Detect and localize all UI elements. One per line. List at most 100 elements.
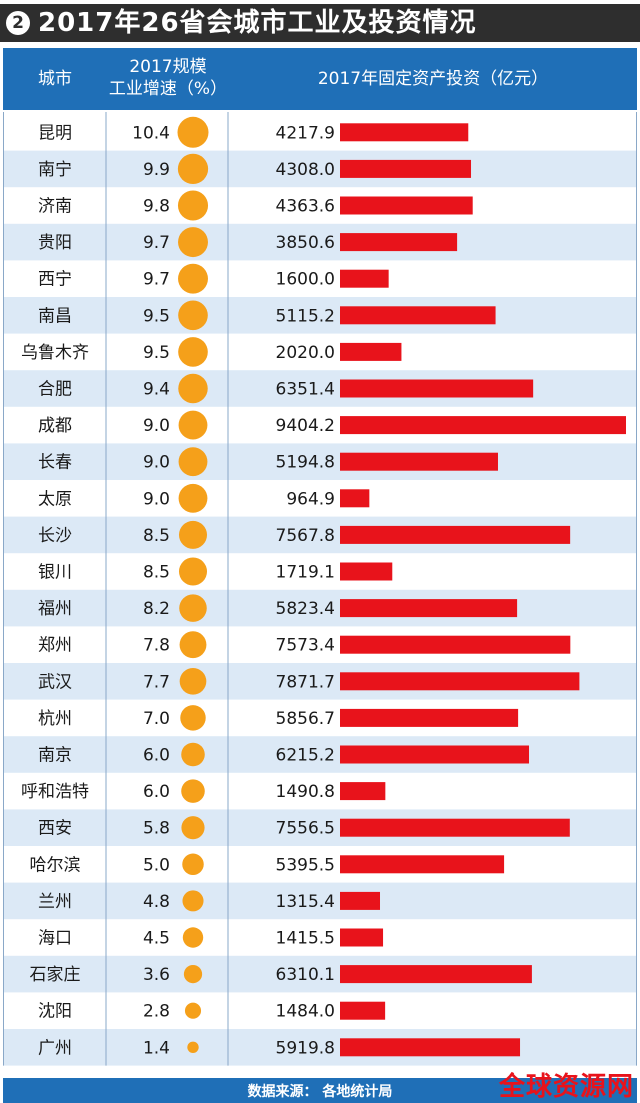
growth-dot	[178, 337, 208, 367]
table-row-stripe	[3, 297, 637, 334]
growth-value: 9.7	[143, 270, 170, 290]
city-label: 昆明	[38, 123, 72, 143]
investment-value: 1484.0	[276, 1002, 335, 1022]
city-label: 杭州	[38, 709, 72, 729]
growth-value: 7.8	[143, 636, 170, 656]
investment-bar	[340, 269, 389, 288]
growth-dot	[179, 667, 207, 695]
investment-value: 5194.8	[276, 453, 335, 473]
growth-dot	[187, 1041, 199, 1053]
growth-value: 4.8	[143, 892, 170, 912]
growth-value: 8.5	[143, 563, 170, 583]
growth-dot	[178, 483, 208, 513]
growth-value: 9.5	[143, 343, 170, 363]
city-label: 合肥	[38, 380, 72, 400]
investment-bar	[340, 782, 386, 801]
city-label: 乌鲁木齐	[21, 343, 89, 363]
footer-bar: 数据来源： 各地统计局	[3, 1078, 637, 1103]
growth-value: 5.0	[143, 855, 170, 875]
city-label: 长春	[38, 453, 72, 473]
title-number-badge: 2	[6, 11, 30, 35]
investment-bar	[340, 855, 505, 874]
growth-dot	[184, 1002, 202, 1019]
investment-bar	[340, 818, 570, 837]
table-row-stripe	[3, 223, 637, 261]
growth-dot	[178, 410, 208, 440]
growth-dot	[178, 227, 208, 258]
city-label: 武汉	[38, 672, 72, 692]
growth-value: 9.9	[143, 160, 170, 180]
city-label: 广州	[38, 1038, 72, 1058]
investment-bar	[340, 452, 498, 471]
investment-value: 2020.0	[276, 343, 335, 363]
investment-bar	[340, 965, 532, 984]
city-label: 银川	[38, 563, 72, 583]
growth-value: 4.5	[143, 929, 170, 949]
column-header-investment: 2017年固定资产投资（亿元）	[317, 69, 549, 89]
investment-bar	[340, 196, 473, 215]
investment-bar	[340, 416, 626, 435]
growth-value: 9.0	[143, 489, 170, 509]
growth-dot	[178, 300, 208, 331]
city-label: 呼和浩特	[21, 782, 89, 802]
table-row-stripe	[3, 882, 637, 920]
column-header-city: 城市	[38, 69, 72, 89]
growth-value: 9.0	[143, 416, 170, 436]
city-label: 长沙	[38, 526, 72, 546]
investment-value: 1315.4	[276, 892, 335, 912]
table-row-stripe	[3, 443, 637, 480]
investment-bar	[340, 635, 571, 654]
investment-bar	[340, 708, 519, 727]
investment-value: 5115.2	[276, 306, 335, 326]
growth-dot	[177, 116, 209, 148]
city-label: 太原	[38, 489, 72, 509]
city-label: 济南	[38, 197, 72, 217]
investment-value: 7573.4	[276, 636, 335, 656]
growth-dot	[183, 964, 203, 984]
table-row-stripe	[3, 736, 637, 773]
investment-value: 1600.0	[276, 270, 335, 290]
growth-dot	[182, 927, 204, 948]
investment-value: 4308.0	[276, 160, 335, 180]
growth-dot	[177, 190, 209, 221]
growth-dot	[179, 631, 207, 659]
investment-value: 5395.5	[276, 855, 335, 875]
growth-value: 8.5	[143, 526, 170, 546]
investment-value: 7871.7	[276, 672, 335, 692]
investment-value: 5823.4	[276, 599, 335, 619]
investment-bar	[340, 562, 393, 581]
city-label: 哈尔滨	[30, 855, 81, 875]
growth-dot	[178, 447, 208, 477]
growth-dot	[178, 263, 208, 294]
investment-bar	[340, 1038, 521, 1057]
investment-bar	[340, 342, 402, 361]
growth-value: 7.7	[143, 672, 170, 692]
growth-dot	[180, 705, 206, 731]
growth-value: 8.2	[143, 599, 170, 619]
growth-dot	[182, 890, 204, 912]
investment-bar	[340, 489, 370, 508]
growth-dot	[178, 520, 208, 549]
growth-value: 5.8	[143, 819, 170, 839]
city-label: 沈阳	[38, 1002, 72, 1022]
column-header-growth: 2017规模 工业增速（%）	[107, 56, 229, 100]
growth-dot	[181, 742, 205, 767]
table-row-stripe	[3, 150, 637, 188]
investment-bar	[340, 306, 496, 325]
investment-value: 5919.8	[276, 1038, 335, 1058]
table-header: 城市 2017规模 工业增速（%） 2017年固定资产投资（亿元）	[3, 48, 637, 110]
city-label: 福州	[38, 599, 72, 619]
city-label: 西宁	[38, 270, 72, 290]
growth-dot	[181, 816, 205, 840]
city-label: 西安	[38, 819, 72, 839]
investment-bar	[340, 1001, 386, 1020]
page-title: 2017年26省会城市工业及投资情况	[38, 8, 477, 38]
growth-value: 9.5	[143, 306, 170, 326]
city-label: 南昌	[38, 306, 72, 326]
data-table-chart: 昆明 10.4 4217.9 南宁 9.9 4308.0 济南 9.8 4363.6 贵阳 9.7 3…	[3, 112, 637, 1066]
investment-value: 6215.2	[276, 746, 335, 766]
growth-value: 9.7	[143, 233, 170, 253]
growth-value: 3.6	[143, 965, 170, 985]
investment-bar	[340, 672, 580, 691]
investment-bar	[340, 233, 458, 252]
